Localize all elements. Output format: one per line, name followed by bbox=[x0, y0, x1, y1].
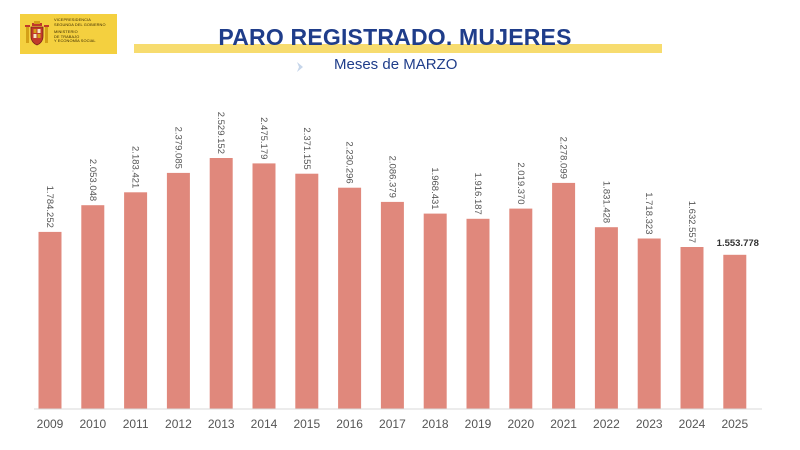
x-tick-label-2022: 2022 bbox=[593, 417, 620, 431]
data-label-2015: 2.371.155 bbox=[301, 127, 312, 169]
x-tick-label-2019: 2019 bbox=[465, 417, 492, 431]
x-tick-label-2009: 2009 bbox=[37, 417, 64, 431]
data-label-2024: 1.632.557 bbox=[686, 201, 697, 243]
bar-2018 bbox=[423, 213, 447, 409]
data-label-2014: 2.475.179 bbox=[258, 117, 269, 159]
data-label-2020: 2.019.370 bbox=[515, 162, 526, 204]
page-title: PARO REGISTRADO. MUJERES bbox=[218, 24, 572, 50]
x-tick-label-2011: 2011 bbox=[123, 417, 149, 431]
logo-text: VICEPRESIDENCIA SEGUNDA DEL GOBIERNO MIN… bbox=[54, 17, 116, 44]
chart-subtitle: Meses de MARZO bbox=[334, 56, 458, 73]
data-label-2023: 1.718.323 bbox=[643, 192, 654, 234]
data-label-2010: 2.053.048 bbox=[87, 159, 98, 201]
x-tick-label-2012: 2012 bbox=[165, 417, 192, 431]
data-label-2025: 1.553.778 bbox=[717, 238, 759, 249]
ticks-layer: 2009 2010 2011 2012 2013 2014 2015 2016 2017 2018… bbox=[37, 417, 749, 431]
bar-2009 bbox=[38, 231, 62, 409]
x-tick-label-2020: 2020 bbox=[507, 417, 534, 431]
bar-2015 bbox=[295, 173, 319, 409]
bar-2024 bbox=[680, 247, 704, 409]
bars-layer bbox=[38, 158, 747, 409]
bar-2012 bbox=[166, 172, 190, 409]
x-tick-label-2025: 2025 bbox=[721, 417, 748, 431]
data-label-2021: 2.278.099 bbox=[558, 137, 569, 179]
bar-2022 bbox=[594, 227, 618, 409]
bar-2023 bbox=[637, 238, 661, 409]
data-label-2019: 1.916.187 bbox=[472, 173, 483, 215]
bar-2025 bbox=[723, 254, 747, 409]
data-label-2017: 2.086.379 bbox=[386, 156, 397, 198]
x-tick-label-2021: 2021 bbox=[550, 417, 577, 431]
bar-2020 bbox=[509, 208, 533, 409]
government-logo: VICEPRESIDENCIA SEGUNDA DEL GOBIERNO MIN… bbox=[20, 14, 117, 54]
title-accent-bar bbox=[134, 44, 662, 53]
logo-line: Y ECONOMÍA SOCIAL bbox=[54, 38, 96, 44]
x-tick-label-2023: 2023 bbox=[636, 417, 663, 431]
x-tick-label-2018: 2018 bbox=[422, 417, 449, 431]
coat-of-arms-icon bbox=[25, 21, 49, 46]
data-label-2022: 1.831.428 bbox=[600, 181, 611, 223]
x-tick-label-2013: 2013 bbox=[208, 417, 235, 431]
logo-line: VICEPRESIDENCIA bbox=[54, 17, 91, 22]
x-tick-label-2014: 2014 bbox=[251, 417, 278, 431]
bar-2019 bbox=[466, 218, 490, 409]
x-tick-label-2024: 2024 bbox=[679, 417, 706, 431]
x-tick-label-2016: 2016 bbox=[336, 417, 363, 431]
bar-2016 bbox=[338, 187, 362, 409]
bar-2013 bbox=[209, 158, 233, 409]
data-label-2011: 2.183.421 bbox=[130, 146, 141, 188]
bar-2017 bbox=[380, 201, 404, 409]
x-tick-label-2015: 2015 bbox=[293, 417, 320, 431]
logo-line: DE TRABAJO bbox=[54, 33, 80, 39]
subtitle-group: Meses de MARZO bbox=[290, 56, 510, 76]
x-tick-label-2017: 2017 bbox=[379, 417, 406, 431]
x-tick-label-2010: 2010 bbox=[79, 417, 106, 431]
bar-2010 bbox=[81, 205, 105, 409]
logo-line: MINISTERIO bbox=[54, 29, 78, 35]
data-label-2012: 2.379.085 bbox=[172, 127, 183, 169]
bar-2021 bbox=[552, 182, 576, 409]
bar-2014 bbox=[252, 163, 276, 409]
labels-layer: 1.784.252 2.053.048 2.183.421 2.379.085 2.52… bbox=[44, 112, 759, 249]
data-label-2016: 2.230.296 bbox=[344, 141, 355, 183]
chevron-right-icon bbox=[297, 62, 303, 72]
data-label-2018: 1.968.431 bbox=[429, 167, 440, 209]
data-label-2013: 2.529.152 bbox=[215, 112, 226, 154]
bar-2011 bbox=[124, 192, 148, 409]
data-label-2009: 1.784.252 bbox=[44, 186, 55, 228]
logo-line: SEGUNDA DEL GOBIERNO bbox=[54, 21, 106, 27]
